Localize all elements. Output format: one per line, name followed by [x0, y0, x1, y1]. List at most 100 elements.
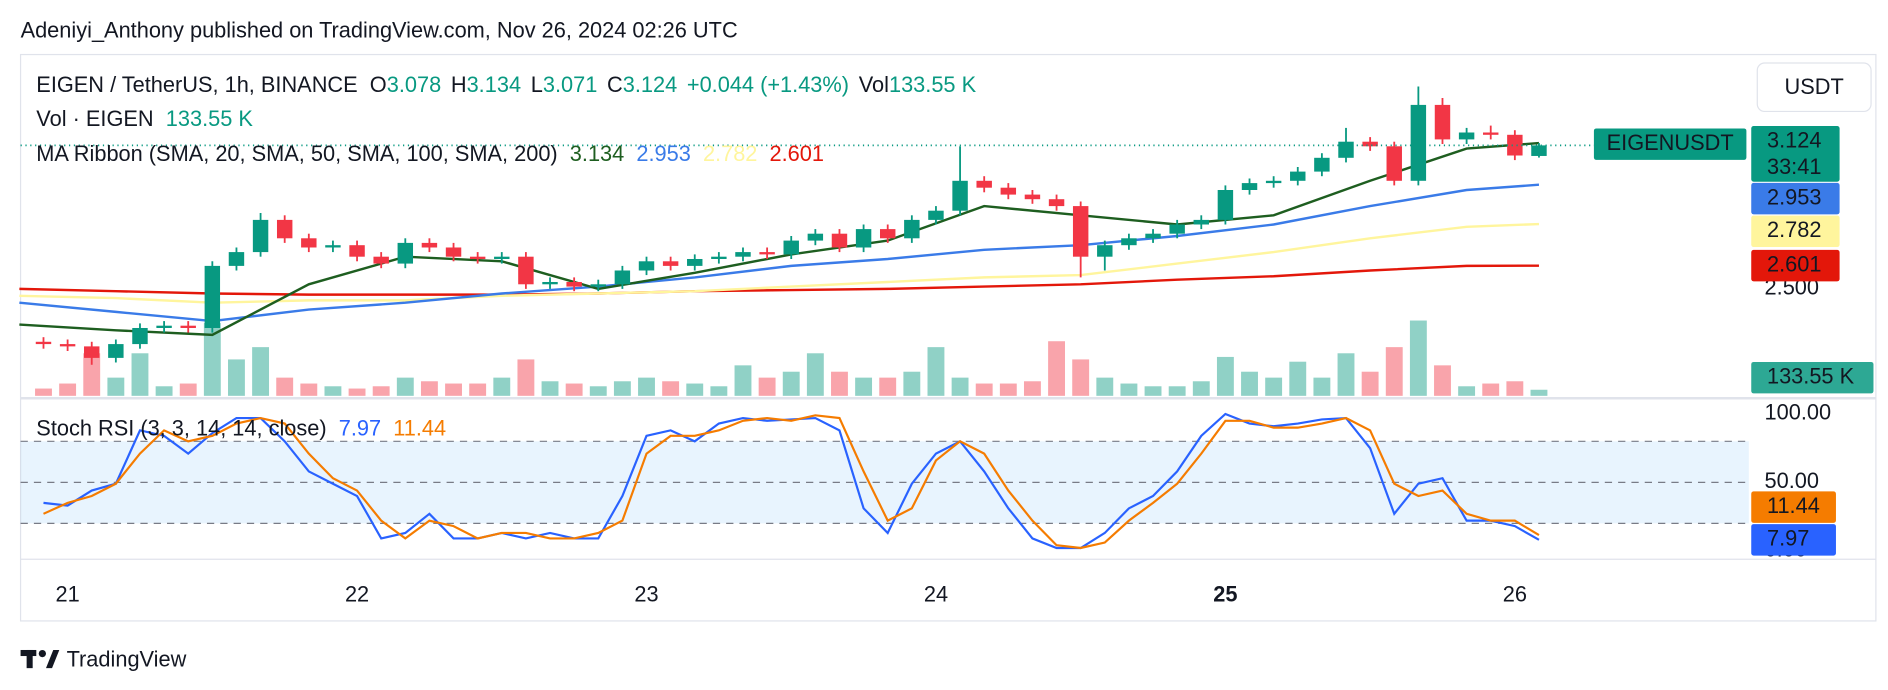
candle-body [494, 256, 510, 259]
volume-bar [59, 383, 77, 396]
volume-bar [951, 377, 969, 396]
candle-body [662, 261, 679, 266]
symbol-tag: EIGENUSDT [1607, 130, 1734, 155]
candle-body [1241, 183, 1258, 190]
candle-body [759, 252, 775, 255]
vol-value: 133.55 K [889, 72, 977, 97]
volume-bar [710, 386, 728, 396]
candle-body [590, 284, 606, 287]
volume-bar [686, 383, 704, 396]
volume-bar [1265, 377, 1283, 396]
candle-body [1072, 206, 1089, 257]
ma-value: 2.601 [770, 141, 824, 166]
countdown: 33:41 [1767, 154, 1821, 179]
volume-bar [420, 381, 438, 396]
volume-bar [662, 381, 680, 396]
volume-bar [1506, 381, 1524, 396]
logo-slash [45, 649, 60, 669]
candle-body [1410, 104, 1427, 181]
volume-bar [1361, 371, 1379, 396]
candle-body [373, 256, 389, 264]
price-change: +0.044 (+1.43%) [687, 72, 849, 97]
ma-value: 2.953 [636, 141, 690, 166]
candle-body [879, 229, 896, 239]
ohlc-value: 3.134 [467, 72, 521, 97]
stoch-tick-label: 50.00 [1765, 468, 1819, 493]
axis-price-box [1751, 249, 1840, 282]
volume-bar [1096, 377, 1114, 396]
volume-bar [493, 377, 511, 396]
x-tick-label: 26 [1503, 581, 1527, 606]
candle-body [204, 265, 221, 328]
candle-body [180, 325, 196, 328]
currency-button[interactable]: USDT [1756, 62, 1872, 113]
volume-bar [445, 383, 462, 396]
candle-body [638, 261, 655, 271]
candle-body [735, 252, 751, 257]
volume-bar [469, 383, 487, 396]
brand-logo [20, 649, 60, 669]
ma-value: 2.782 [703, 141, 757, 166]
candle-body [687, 258, 703, 266]
currency-button-label[interactable]: USDT [1785, 74, 1844, 99]
volume-bar [228, 359, 245, 396]
candle-body [276, 219, 293, 239]
candle-body [108, 344, 124, 358]
candle-body [807, 233, 824, 241]
candle-body [566, 281, 582, 287]
candle-body [469, 256, 486, 259]
candle-body [518, 256, 534, 285]
candle-body [325, 245, 341, 248]
axis-stoch-box [1751, 524, 1836, 556]
credit: Adeniyi_Anthony published on TradingView… [21, 17, 738, 42]
candle-body [59, 344, 76, 347]
volume-bar [1482, 383, 1500, 396]
logo-dot [38, 649, 46, 658]
candle-body [252, 219, 269, 253]
logo-stem [26, 649, 33, 669]
ohlc-value: 3.071 [543, 72, 597, 97]
axis-price-box [1751, 182, 1840, 215]
volume-bar [1241, 371, 1258, 396]
ohlc-label: C [607, 72, 623, 97]
candle-body [301, 238, 317, 248]
stoch-title: Stoch RSI (3, 3, 14, 14, close) [36, 415, 326, 440]
candle-body [1097, 245, 1113, 257]
chart-frame [19, 53, 1877, 622]
volume-bar [1409, 320, 1427, 396]
ma-line [19, 264, 1539, 296]
candle-body [228, 252, 245, 266]
volume-bar [1192, 381, 1210, 396]
candle-body [1169, 224, 1185, 234]
currency-button-box[interactable] [1756, 62, 1872, 113]
stoch-tick-label: 100.00 [1765, 400, 1832, 425]
legend: EIGEN / TetherUS, 1h, BINANCE O3.078 H3.13… [36, 72, 976, 97]
volume-bar [999, 383, 1017, 396]
ma-value: 3.134 [570, 141, 624, 166]
candle-body [1265, 180, 1282, 184]
volume-bar [517, 359, 535, 396]
volume-bar [855, 377, 873, 396]
ohlc-value: 3.124 [623, 72, 677, 97]
volume-bar [1434, 365, 1451, 396]
volume-bar [155, 386, 173, 396]
ma-ribbon-title: MA Ribbon (SMA, 20, SMA, 50, SMA, 100, S… [36, 141, 557, 166]
volume-bar [782, 371, 800, 396]
candle-body [904, 219, 920, 239]
candle-body [1338, 141, 1354, 158]
axis-volume-box [1751, 361, 1874, 394]
volume-bar [1216, 356, 1234, 396]
volume-bar [35, 388, 52, 396]
symbol-title: EIGEN / TetherUS, 1h, BINANCE [36, 72, 357, 97]
volume-bar [1120, 383, 1138, 396]
candle-body [976, 180, 992, 188]
candle-body [132, 327, 148, 345]
axis-stoch-label: 11.44 [1767, 493, 1820, 518]
candle-body [1048, 199, 1065, 207]
legend: MA Ribbon (SMA, 20, SMA, 50, SMA, 100, S… [36, 141, 824, 166]
axis-price-box [1751, 126, 1840, 182]
candle-body [1145, 233, 1161, 239]
volume-bar [541, 381, 559, 396]
